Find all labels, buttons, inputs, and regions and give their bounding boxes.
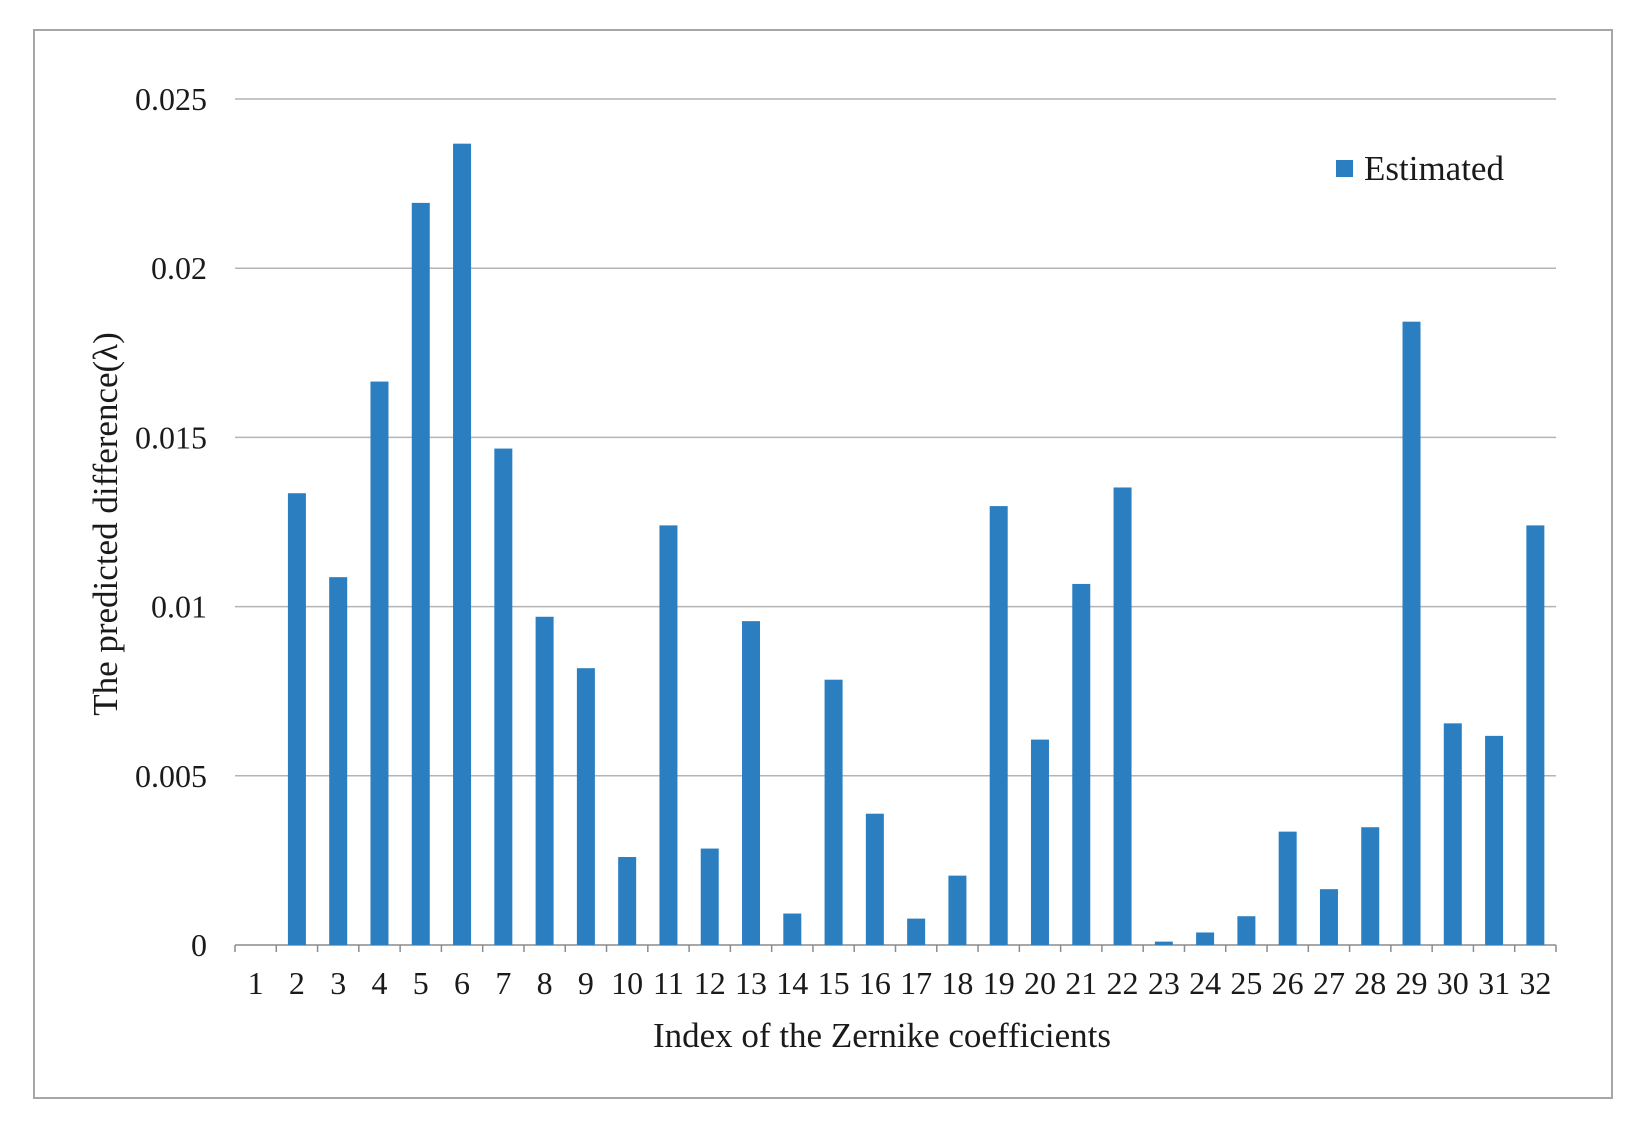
bar-20 [1030,739,1049,945]
x-tick-label: 17 [900,965,932,1001]
x-tick-label: 14 [776,965,808,1001]
x-tick-label: 30 [1437,965,1469,1001]
y-tick-label: 0.005 [135,758,207,794]
bar-30 [1443,723,1462,945]
x-tick-label: 11 [653,965,684,1001]
x-tick-label: 1 [248,965,264,1001]
x-tick-label: 21 [1065,965,1097,1001]
axes [234,944,1557,952]
bar-7 [494,448,513,945]
x-tick-label: 15 [818,965,850,1001]
bar-3 [329,577,348,945]
x-tick-label: 28 [1354,965,1386,1001]
x-tick-label: 22 [1107,965,1139,1001]
bar-6 [453,143,472,945]
bar-8 [535,616,554,945]
bar-21 [1072,583,1091,945]
x-tick-label: 3 [330,965,346,1001]
bar-17 [907,918,926,945]
x-tick-label: 5 [413,965,429,1001]
x-tick-label: 29 [1396,965,1428,1001]
bar-9 [576,668,595,945]
x-tick-label: 31 [1478,965,1510,1001]
bar-26 [1278,831,1297,945]
x-tick-label: 10 [611,965,643,1001]
x-tick-label: 13 [735,965,767,1001]
bar-11 [659,525,678,945]
bar-27 [1319,889,1338,945]
legend-swatch [1336,160,1353,177]
bar-22 [1113,487,1132,945]
x-tick-label: 12 [694,965,726,1001]
y-tick-label: 0 [191,927,207,963]
bar-14 [783,913,802,945]
x-tick-label: 23 [1148,965,1180,1001]
x-tick-labels: 1 2 3 4 5 6 7 8 9 10 11 12 13 14 15 16 17 18 19 20 21 22 23 24 2… [248,965,1552,1001]
bar-24 [1196,932,1215,945]
x-tick-label: 4 [371,965,387,1001]
bars [287,143,1545,946]
x-tick-label: 25 [1230,965,1262,1001]
bar-18 [948,875,967,945]
x-tick-label: 2 [289,965,305,1001]
bar-15 [824,679,843,945]
bar-5 [411,202,430,945]
bar-16 [865,813,884,945]
bar-32 [1526,525,1545,945]
bar-2 [287,493,306,945]
x-tick-label: 9 [578,965,594,1001]
x-tick-label: 7 [495,965,511,1001]
bar-10 [618,857,637,945]
bar-23 [1154,941,1173,945]
x-tick-label: 18 [941,965,973,1001]
x-tick-label: 16 [859,965,891,1001]
bar-19 [989,506,1008,945]
bar-4 [370,381,389,946]
y-tick-label: 0.015 [135,419,207,455]
bar-13 [742,621,761,945]
x-tick-label: 8 [537,965,553,1001]
bar-31 [1485,735,1504,945]
x-tick-label: 27 [1313,965,1345,1001]
legend-label: Estimated [1364,149,1504,188]
bar-25 [1237,916,1256,945]
gridlines [235,98,1556,777]
x-axis-title: Index of the Zernike coefficients [653,1016,1111,1055]
x-tick-label: 26 [1272,965,1304,1001]
x-tick-label: 32 [1519,965,1551,1001]
y-tick-labels: 0 0.005 0.01 0.015 0.02 0.025 [135,81,207,963]
y-tick-label: 0.01 [151,589,207,625]
y-axis-title: The predicted difference(λ) [86,332,125,716]
bar-28 [1361,827,1380,945]
bar-29 [1402,321,1421,945]
x-tick-label: 20 [1024,965,1056,1001]
x-tick-label: 24 [1189,965,1221,1001]
legend: Estimated [1336,149,1504,188]
x-tick-label: 6 [454,965,470,1001]
y-tick-label: 0.02 [151,250,207,286]
x-tick-label: 19 [983,965,1015,1001]
bar-12 [700,848,719,945]
y-tick-label: 0.025 [135,81,207,117]
